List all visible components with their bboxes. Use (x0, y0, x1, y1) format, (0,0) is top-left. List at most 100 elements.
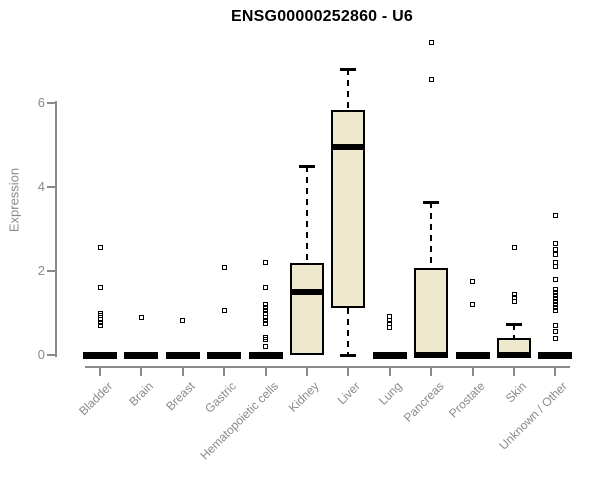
median-liver (331, 144, 366, 151)
x-tick (554, 368, 557, 376)
outlier-point (221, 308, 227, 314)
x-tick-label: Bladder (75, 379, 115, 419)
box-prostate (455, 352, 490, 359)
outlier-point (511, 299, 517, 305)
outlier-point (387, 325, 393, 331)
whisker-upper-skin (513, 324, 515, 339)
box-gastric (207, 352, 242, 359)
box-liver (331, 110, 366, 308)
outlier-point (552, 329, 558, 335)
outlier-point (97, 316, 103, 322)
outlier-point (552, 305, 558, 311)
outlier-point (180, 318, 186, 324)
outlier-point (221, 265, 227, 271)
box-lung (372, 352, 407, 359)
whisker-upper-liver (347, 69, 350, 111)
x-tick-label: Brain (126, 379, 157, 409)
median-pancreas (414, 352, 449, 358)
x-tick (347, 368, 350, 376)
outlier-point (552, 323, 558, 329)
y-tick (47, 270, 55, 272)
outlier-point (552, 241, 558, 247)
outlier-point (263, 318, 269, 324)
outlier-point (552, 307, 558, 313)
outlier-point (552, 302, 558, 308)
outlier-point (138, 314, 144, 320)
median-kidney (290, 289, 324, 295)
x-tick-label: Kidney (286, 379, 322, 415)
outlier-point (552, 246, 558, 252)
outlier-point (263, 308, 269, 314)
x-tick-label: Hematopoietic cells (197, 379, 281, 463)
y-tick (47, 186, 55, 188)
outlier-point (552, 212, 558, 218)
y-tick-label: 2 (37, 263, 45, 278)
x-tick-label: Gastric (202, 379, 240, 416)
outlier-point (552, 277, 558, 283)
outlier-point (470, 302, 476, 308)
whisker-lower-liver (347, 307, 350, 355)
x-tick (471, 368, 474, 376)
outlier-point (552, 335, 558, 341)
y-tick-label: 0 (37, 347, 45, 362)
outlier-point (428, 40, 434, 46)
box-kidney (290, 262, 324, 355)
outlier-point (552, 251, 558, 257)
x-tick (99, 368, 101, 376)
outlier-point (263, 260, 269, 266)
x-tick (223, 368, 226, 376)
outlier-point (552, 290, 558, 296)
y-axis-label: Expression (6, 167, 22, 233)
y-tick-label: 6 (37, 95, 45, 110)
outlier-point (552, 287, 558, 293)
y-axis-line (55, 101, 57, 357)
box-brain (124, 352, 159, 359)
whisker-cap-lower-liver (340, 354, 357, 357)
outlier-point (263, 285, 269, 291)
outlier-point (263, 337, 269, 343)
whisker-cap-upper-liver (340, 68, 357, 72)
box-bladder (83, 352, 117, 359)
x-tick-label: Lung (375, 379, 405, 408)
outlier-point (552, 299, 558, 305)
y-tick (47, 354, 55, 356)
y-tick-label: 4 (37, 179, 45, 194)
outlier-point (552, 296, 558, 302)
outlier-point (263, 320, 269, 326)
outlier-point (263, 344, 269, 350)
outlier-point (263, 314, 269, 320)
outlier-point (97, 310, 103, 316)
x-tick (513, 368, 515, 376)
outlier-point (470, 279, 476, 285)
whisker-cap-upper-pancreas (423, 200, 440, 204)
x-tick-label: Prostate (445, 379, 488, 421)
x-tick (306, 368, 308, 376)
outlier-point (97, 323, 103, 329)
y-tick (47, 102, 55, 104)
outlier-point (511, 245, 517, 251)
outlier-point (97, 285, 103, 291)
whisker-cap-upper-skin (506, 323, 522, 327)
whisker-upper-kidney (306, 166, 308, 263)
outlier-point (552, 293, 558, 299)
outlier-point (263, 302, 269, 308)
x-tick-label: Liver (335, 379, 364, 408)
median-skin (497, 352, 531, 358)
chart-title: ENSG00000252860 - U6 (231, 8, 413, 25)
x-axis-line (85, 366, 570, 368)
outlier-point (552, 264, 558, 270)
outlier-point (428, 77, 434, 83)
x-tick (430, 368, 433, 376)
outlier-point (97, 244, 103, 250)
x-tick (181, 368, 184, 376)
x-tick-label: Skin (502, 379, 529, 406)
outlier-point (263, 305, 269, 311)
x-tick-label: Breast (163, 379, 198, 414)
outlier-point (97, 319, 103, 325)
box-pancreas (414, 268, 449, 355)
x-tick (388, 368, 391, 376)
box-breast (165, 352, 200, 359)
outlier-point (263, 334, 269, 340)
x-tick (264, 368, 267, 376)
